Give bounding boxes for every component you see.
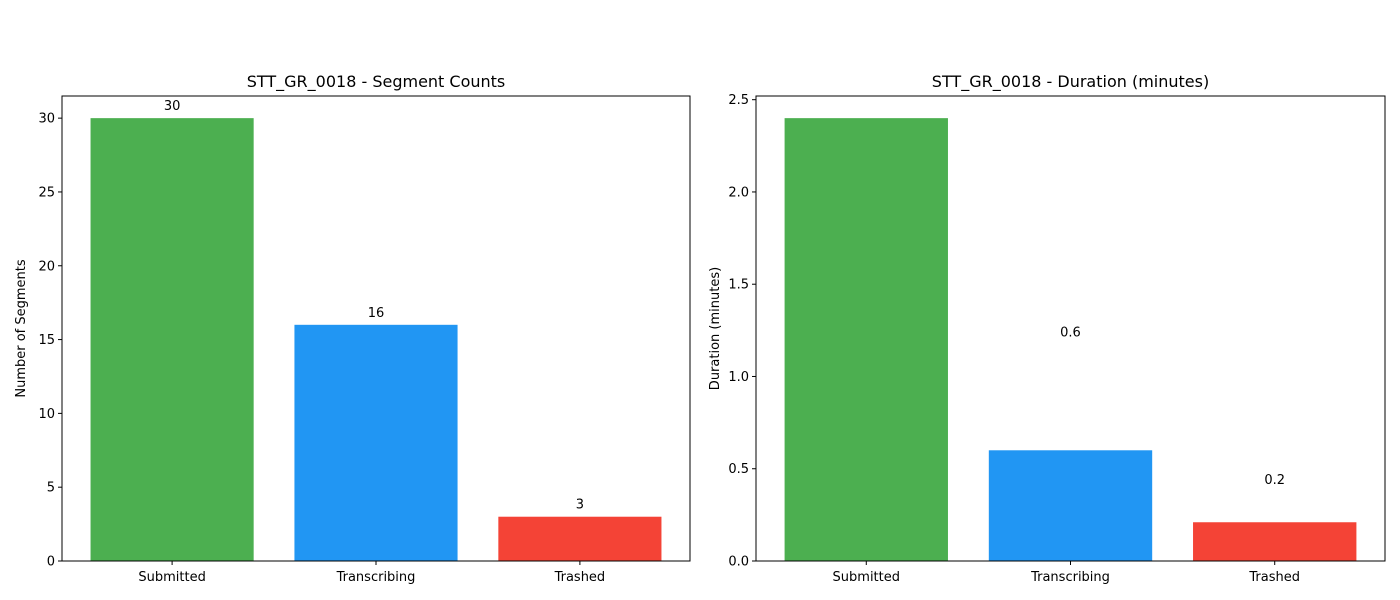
duration-ytick-label: 1.5 [728,278,749,293]
duration-bar-submitted [784,118,948,562]
counts-y-axis-label: Number of Segments [14,259,29,398]
duration-bar-transcribing [988,450,1153,561]
duration-subplot: 0.0 0.5 1.0 1.5 2.0 2.5 Submitted Transcribing T… [708,72,1386,585]
counts-ytick-label: 20 [38,259,55,274]
counts-bar-trashed [498,516,662,561]
duration-xtick-label: Submitted [833,570,900,585]
counts-xtick-label: Trashed [554,570,606,585]
duration-bar-trashed [1193,522,1357,561]
duration-ytick-label: 0.0 [728,555,749,570]
duration-data-label: 0.6 [1060,326,1081,341]
counts-data-label: 3 [576,498,584,513]
counts-subplot: 0 5 10 15 20 25 30 Submitted Transcribing Trashed… [14,72,691,585]
counts-xtick-label: Transcribing [336,570,416,585]
counts-bar-submitted [90,118,254,562]
duration-chart-title: STT_GR_0018 - Duration (minutes) [932,72,1209,92]
duration-ytick-label: 2.5 [728,93,749,108]
counts-bar-transcribing [294,324,458,561]
duration-ytick-label: 0.5 [728,462,749,477]
duration-ytick-label: 2.0 [728,185,749,200]
counts-xtick-label: Submitted [138,570,205,585]
counts-ytick-label: 10 [38,407,55,422]
counts-ytick-label: 5 [47,481,55,496]
duration-xtick-label: Transcribing [1030,570,1110,585]
duration-data-label: 0.2 [1264,473,1285,488]
counts-data-label: 16 [368,306,385,321]
counts-ytick-label: 25 [38,185,55,200]
counts-ytick-label: 15 [38,333,55,348]
counts-ytick-label: 0 [47,555,55,570]
counts-chart-title: STT_GR_0018 - Segment Counts [247,72,506,92]
duration-y-axis-label: Duration (minutes) [708,267,723,390]
duration-ytick-label: 1.0 [728,370,749,385]
counts-data-label: 30 [164,99,181,114]
duration-xtick-label: Trashed [1248,570,1300,585]
counts-ytick-label: 30 [38,112,55,127]
